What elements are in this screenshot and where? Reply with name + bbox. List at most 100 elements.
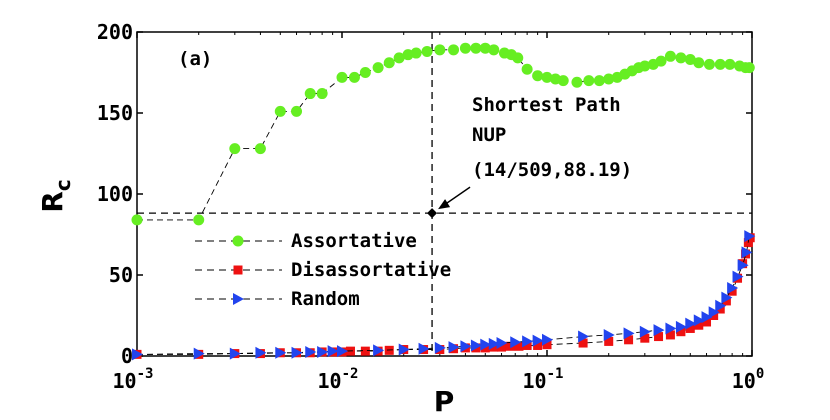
data-point — [603, 73, 615, 85]
data-point — [479, 42, 491, 54]
data-point — [470, 339, 482, 352]
data-point — [665, 330, 675, 340]
data-point — [327, 345, 339, 358]
y-tick-label: 100 — [97, 182, 133, 206]
data-point — [715, 299, 727, 312]
annotation-arrow-head — [438, 199, 451, 210]
data-point — [522, 340, 532, 350]
data-point — [693, 57, 705, 69]
data-point — [703, 58, 715, 70]
data-point — [488, 337, 500, 350]
data-point — [316, 88, 328, 100]
data-point — [714, 58, 726, 70]
x-axis-label: P — [434, 385, 455, 415]
x-tick-label: 10-2 — [318, 366, 359, 393]
data-point — [737, 259, 749, 272]
data-point — [542, 340, 552, 350]
data-point — [578, 338, 588, 348]
data-point — [131, 214, 143, 226]
data-point — [359, 67, 371, 78]
data-point — [732, 270, 744, 283]
legend-item-disassortative: Disassortative — [195, 259, 451, 281]
data-point — [291, 105, 303, 117]
data-point — [488, 44, 500, 56]
data-point — [721, 291, 733, 304]
data-point — [624, 335, 634, 345]
data-point — [514, 341, 524, 351]
series-assortative — [131, 42, 755, 226]
data-point — [434, 44, 446, 56]
data-point — [685, 323, 695, 333]
data-point — [694, 320, 704, 330]
x-tick-base: 10 — [523, 369, 547, 393]
x-tick-label: 10-3 — [113, 366, 154, 393]
data-point — [603, 328, 615, 341]
data-point — [373, 344, 385, 357]
y-tick-label: 50 — [109, 263, 133, 287]
data-point — [593, 75, 605, 87]
reference-lines — [137, 32, 752, 356]
y-tick-label: 150 — [97, 101, 133, 125]
x-tick-exponent: -2 — [342, 366, 359, 382]
data-point — [532, 334, 544, 347]
data-point — [639, 60, 651, 72]
highlight-point-marker — [427, 208, 438, 219]
data-point — [533, 340, 543, 350]
data-point — [398, 343, 410, 356]
data-point — [684, 54, 696, 66]
data-point — [348, 71, 360, 83]
data-point — [291, 346, 303, 359]
legend-item-random: Random — [195, 288, 360, 310]
x-tick-exponent: -3 — [137, 366, 154, 382]
data-point — [460, 340, 472, 353]
plot-frame — [136, 31, 753, 357]
x-tick-base: 10 — [318, 369, 342, 393]
series-random — [132, 230, 756, 361]
data-point — [229, 347, 241, 360]
x-tick-exponent: -1 — [547, 366, 564, 382]
data-point — [665, 322, 677, 335]
y-axis-label-main: R — [36, 191, 69, 213]
data-point — [571, 76, 583, 88]
panel-label: (a) — [178, 48, 212, 70]
data-point — [701, 311, 713, 324]
legend-item-assortative: Assortative — [195, 230, 417, 252]
data-point — [448, 44, 460, 56]
x-tick-exponent: 0 — [756, 366, 764, 382]
data-point — [383, 57, 395, 69]
data-point — [193, 347, 205, 360]
x-tick-base: 10 — [113, 369, 137, 393]
legend-marker — [232, 235, 244, 247]
data-point — [393, 52, 405, 64]
data-point — [336, 71, 348, 83]
data-point — [510, 336, 522, 349]
data-point — [685, 317, 697, 330]
data-point — [229, 143, 241, 155]
data-point — [505, 341, 515, 351]
data-point — [702, 317, 712, 327]
data-point — [676, 327, 686, 337]
data-point — [421, 45, 433, 57]
legend-label: Disassortative — [291, 259, 451, 281]
data-point — [583, 75, 595, 87]
data-point — [664, 50, 676, 62]
legend: Assortative Disassortative Random — [195, 230, 451, 310]
data-point — [274, 105, 286, 117]
x-tick-base: 10 — [732, 369, 756, 393]
series-line — [137, 47, 750, 221]
data-point — [418, 342, 430, 355]
data-point — [496, 337, 508, 350]
data-point — [410, 47, 422, 59]
data-point — [578, 330, 590, 343]
data-point — [708, 306, 720, 319]
data-point — [557, 75, 569, 87]
data-point — [724, 58, 736, 70]
y-axis-label-subscript: c — [51, 179, 75, 191]
series-layer — [131, 42, 756, 361]
data-point — [304, 88, 316, 100]
data-point — [741, 246, 753, 259]
series-disassortative — [132, 233, 755, 359]
legend-marker — [233, 293, 244, 305]
data-point — [655, 55, 667, 67]
